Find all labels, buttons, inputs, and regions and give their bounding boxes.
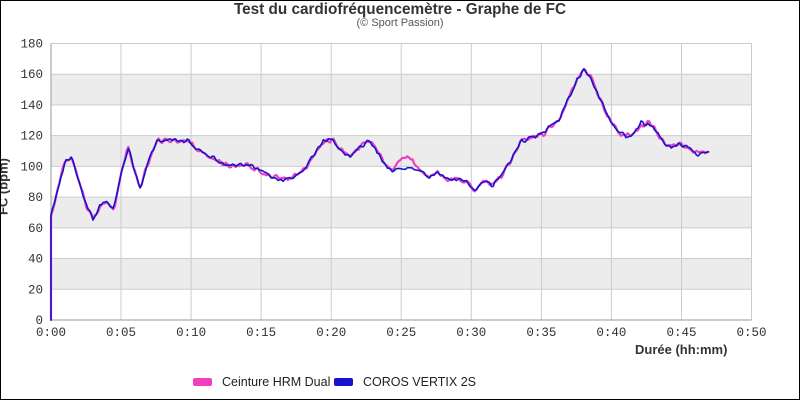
svg-text:120: 120 <box>20 130 43 144</box>
svg-text:160: 160 <box>20 68 43 82</box>
svg-text:0:30: 0:30 <box>456 326 486 340</box>
svg-text:0:40: 0:40 <box>596 326 626 340</box>
svg-text:80: 80 <box>28 191 43 205</box>
svg-text:0:00: 0:00 <box>36 326 66 340</box>
svg-text:0:05: 0:05 <box>106 326 136 340</box>
svg-text:0:45: 0:45 <box>666 326 696 340</box>
svg-text:0:20: 0:20 <box>316 326 346 340</box>
svg-text:100: 100 <box>20 160 43 174</box>
svg-text:0:15: 0:15 <box>246 326 276 340</box>
svg-text:40: 40 <box>28 253 43 267</box>
svg-text:0:35: 0:35 <box>526 326 556 340</box>
svg-text:0:10: 0:10 <box>176 326 206 340</box>
svg-text:140: 140 <box>20 99 43 113</box>
svg-text:180: 180 <box>20 38 43 52</box>
svg-text:60: 60 <box>28 222 43 236</box>
svg-text:0:50: 0:50 <box>736 326 766 340</box>
svg-text:0:25: 0:25 <box>386 326 416 340</box>
svg-text:20: 20 <box>28 283 43 297</box>
